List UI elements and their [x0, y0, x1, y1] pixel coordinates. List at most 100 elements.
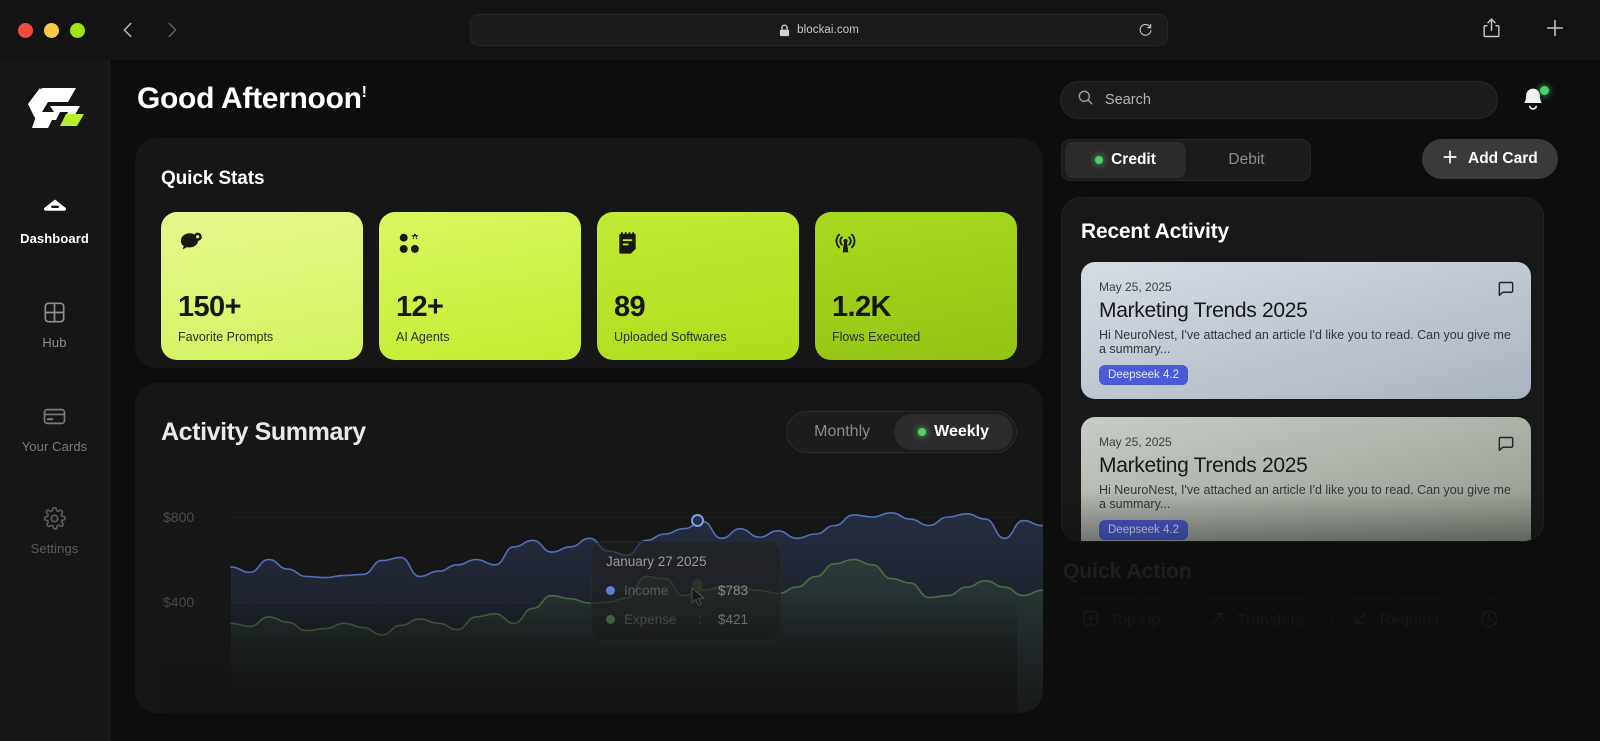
recent-activity-title: Recent Activity: [1081, 220, 1229, 243]
quick-stats-panel: Quick Stats 150+ Favorite Prompts 12+ AI…: [135, 138, 1043, 368]
home-icon: [42, 196, 68, 222]
agents-dots-icon: [396, 230, 423, 257]
sidebar-item-label: Settings: [30, 541, 79, 556]
stat-card[interactable]: 150+ Favorite Prompts: [161, 212, 363, 360]
sidebar-item-your-cards[interactable]: Your Cards: [0, 390, 109, 464]
notification-badge: [1540, 86, 1549, 95]
lock-icon: [779, 24, 790, 37]
notification-bell-button[interactable]: [1520, 86, 1550, 116]
tooltip-row: Expense : $421: [606, 612, 766, 627]
sidebar-item-dashboard[interactable]: Dashboard: [0, 182, 109, 256]
activity-title: Marketing Trends 2025: [1099, 299, 1308, 322]
clock-icon: [1479, 609, 1499, 634]
add-card-label: Add Card: [1468, 150, 1538, 167]
search-bar[interactable]: [1060, 81, 1498, 119]
expense-swatch: [606, 615, 615, 624]
activity-model-badge: Deepseek 4.2: [1099, 365, 1188, 385]
range-option-monthly[interactable]: Monthly: [790, 414, 894, 450]
activity-summary-panel: Activity Summary Monthly Weekly $800 $40…: [135, 383, 1043, 713]
stat-label: AI Agents: [396, 330, 450, 344]
tooltip-date: January 27 2025: [606, 554, 707, 569]
income-swatch: [606, 586, 615, 595]
activity-summary-title: Activity Summary: [161, 417, 366, 446]
y-axis-label: $800: [163, 509, 195, 525]
card-type-tabs: Credit Debit: [1061, 139, 1311, 181]
sidebar-nav: Dashboard Hub Your Cards Settings: [0, 176, 109, 566]
quick-action-label: Top Up: [1110, 612, 1161, 629]
sidebar-item-label: Your Cards: [21, 439, 88, 454]
tooltip-series-name: Expense: [624, 612, 677, 627]
broadcast-icon: [832, 230, 859, 257]
stat-value: 1.2K: [832, 291, 891, 323]
active-indicator-dot: [1095, 156, 1104, 164]
sidebar: Dashboard Hub Your Cards Settings: [0, 60, 110, 741]
close-window-button[interactable]: [18, 22, 33, 38]
tab-debit[interactable]: Debit: [1186, 142, 1307, 178]
y-axis-label: $400: [163, 594, 195, 610]
grid-icon: [42, 300, 68, 326]
activity-card[interactable]: May 25, 2025 Marketing Trends 2025 Hi Ne…: [1081, 417, 1531, 541]
stat-value: 150+: [178, 291, 242, 323]
tooltip-series-value: $783: [718, 583, 749, 598]
arrow-down-left-icon: [1352, 610, 1369, 632]
browser-chrome: blockai.com: [0, 0, 1600, 60]
g-logo[interactable]: [20, 82, 90, 144]
tooltip-row: Income : $783: [606, 583, 766, 598]
tab-label: Credit: [1111, 151, 1156, 168]
request-button[interactable]: Request: [1330, 598, 1461, 644]
reload-button[interactable]: [1138, 23, 1153, 38]
quick-action-title: Quick Action: [1063, 560, 1192, 583]
stat-label: Favorite Prompts: [178, 330, 274, 344]
address-bar-content: blockai.com: [779, 24, 859, 37]
range-option-label: Monthly: [814, 423, 871, 440]
forward-button[interactable]: [161, 19, 183, 41]
search-input[interactable]: [1105, 92, 1481, 108]
quick-action-label: Transfers: [1236, 612, 1304, 629]
greeting-text: Good Afternoon: [137, 82, 362, 115]
tab-credit[interactable]: Credit: [1065, 142, 1186, 178]
daily-limit-section: Daily Limit $1,000 used: [1063, 685, 1182, 741]
activity-title: Marketing Trends 2025: [1099, 454, 1308, 477]
history-button[interactable]: [1466, 598, 1513, 644]
activity-description: Hi NeuroNest, I've attached an article I…: [1099, 483, 1511, 511]
top-up-button[interactable]: Top Up: [1061, 598, 1182, 644]
stat-card[interactable]: 1.2K Flows Executed: [815, 212, 1017, 360]
chat-icon[interactable]: [1497, 435, 1515, 453]
activity-chart: $800 $400 January 27 2025 Income : $: [161, 469, 1043, 713]
sidebar-item-settings[interactable]: Settings: [0, 492, 109, 566]
daily-limit-value: $1,000 used: [1063, 718, 1183, 741]
document-icon: [614, 230, 641, 257]
sidebar-item-label: Dashboard: [20, 231, 89, 246]
plus-icon[interactable]: [1544, 17, 1566, 44]
add-card-button[interactable]: Add Card: [1422, 139, 1558, 179]
url-text: blockai.com: [797, 24, 859, 36]
chart-point-income: [691, 514, 704, 527]
chat-icon[interactable]: [1497, 280, 1515, 298]
tab-label: Debit: [1228, 151, 1265, 168]
tooltip-series-value: $421: [718, 612, 749, 627]
back-button[interactable]: [117, 19, 139, 41]
recent-activity-panel: Recent Activity May 25, 2025 Marketing T…: [1061, 197, 1544, 542]
window-controls: [18, 22, 85, 38]
share-icon[interactable]: [1481, 17, 1502, 44]
quick-action-row: Top Up Transfers Request: [1061, 598, 1513, 644]
minimize-window-button[interactable]: [44, 22, 59, 38]
stat-card[interactable]: 89 Uploaded Softwares: [597, 212, 799, 360]
activity-card[interactable]: May 25, 2025 Marketing Trends 2025 Hi Ne…: [1081, 262, 1531, 399]
nav-buttons: [117, 19, 183, 41]
range-toggle: Monthly Weekly: [786, 411, 1017, 453]
chart-tooltip: January 27 2025 Income : $783 Expense : …: [591, 541, 781, 641]
maximize-window-button[interactable]: [70, 22, 85, 38]
range-option-weekly[interactable]: Weekly: [894, 414, 1013, 450]
address-bar[interactable]: blockai.com: [470, 14, 1168, 46]
tooltip-separator: :: [698, 612, 702, 627]
search-icon: [1077, 89, 1094, 111]
plus-icon: [1442, 149, 1458, 170]
sidebar-item-label: Hub: [42, 335, 67, 350]
card-icon: [42, 404, 68, 430]
transfers-button[interactable]: Transfers: [1187, 598, 1325, 644]
bell-icon: [1520, 88, 1546, 117]
sidebar-item-hub[interactable]: Hub: [0, 286, 109, 360]
quick-stats-title: Quick Stats: [161, 168, 265, 189]
stat-card[interactable]: 12+ AI Agents: [379, 212, 581, 360]
